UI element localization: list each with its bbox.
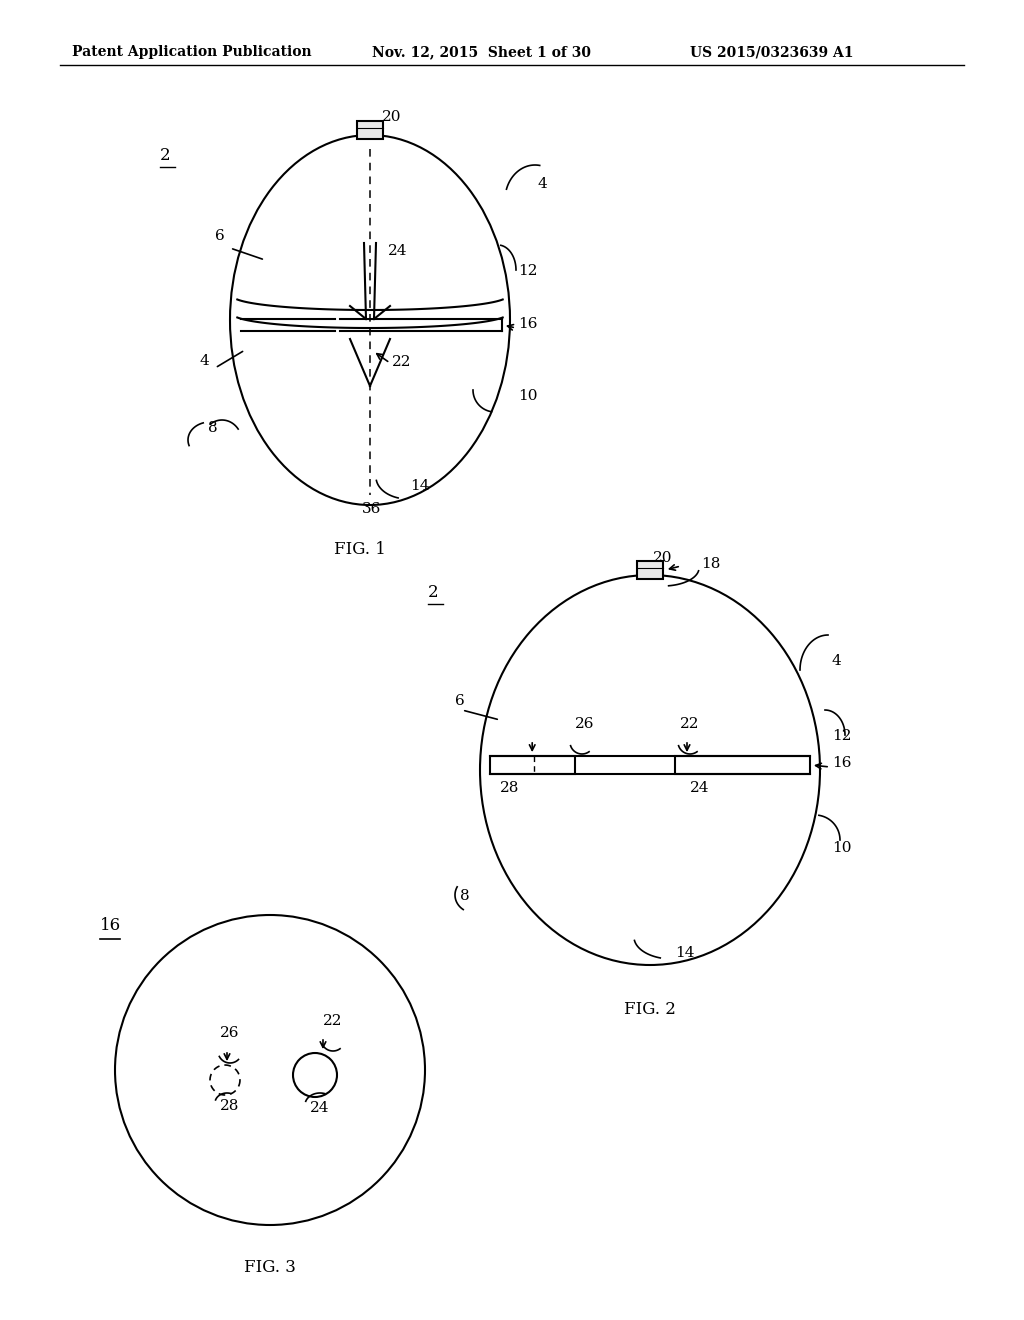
Text: 24: 24 <box>690 781 710 795</box>
Text: 26: 26 <box>575 717 595 731</box>
Text: 12: 12 <box>831 729 852 743</box>
Text: 24: 24 <box>310 1101 330 1115</box>
Text: 22: 22 <box>680 717 699 731</box>
Text: FIG. 1: FIG. 1 <box>334 541 386 558</box>
Text: FIG. 2: FIG. 2 <box>624 1002 676 1019</box>
Bar <box>490 756 575 774</box>
Text: 20: 20 <box>653 550 673 565</box>
Text: 28: 28 <box>500 781 519 795</box>
Text: 8: 8 <box>460 888 470 903</box>
Text: 6: 6 <box>455 694 465 708</box>
Text: 14: 14 <box>675 946 694 960</box>
Text: 26: 26 <box>220 1026 240 1040</box>
Text: 28: 28 <box>220 1100 240 1113</box>
Text: 16: 16 <box>518 317 538 331</box>
Text: 2: 2 <box>428 583 438 601</box>
Text: 10: 10 <box>518 389 538 403</box>
Text: FIG. 3: FIG. 3 <box>244 1258 296 1275</box>
Bar <box>637 561 663 579</box>
Text: 16: 16 <box>100 917 121 935</box>
Text: 8: 8 <box>208 421 218 436</box>
Text: 22: 22 <box>392 355 412 370</box>
Text: 4: 4 <box>200 354 210 368</box>
Text: 18: 18 <box>701 557 720 572</box>
Text: 24: 24 <box>388 244 408 257</box>
Text: Patent Application Publication: Patent Application Publication <box>72 45 311 59</box>
Text: 36: 36 <box>362 502 381 516</box>
Text: 22: 22 <box>323 1014 342 1028</box>
Text: 12: 12 <box>518 264 538 279</box>
Bar <box>357 121 383 139</box>
Bar <box>675 756 810 774</box>
Text: 14: 14 <box>410 479 429 492</box>
Text: 20: 20 <box>382 110 401 124</box>
Text: 6: 6 <box>215 228 224 243</box>
Text: Nov. 12, 2015  Sheet 1 of 30: Nov. 12, 2015 Sheet 1 of 30 <box>372 45 591 59</box>
Text: US 2015/0323639 A1: US 2015/0323639 A1 <box>690 45 853 59</box>
Text: 4: 4 <box>538 177 548 191</box>
Text: 10: 10 <box>831 841 852 855</box>
Text: 16: 16 <box>831 756 852 770</box>
Text: 2: 2 <box>160 147 171 164</box>
Text: 4: 4 <box>831 653 842 668</box>
